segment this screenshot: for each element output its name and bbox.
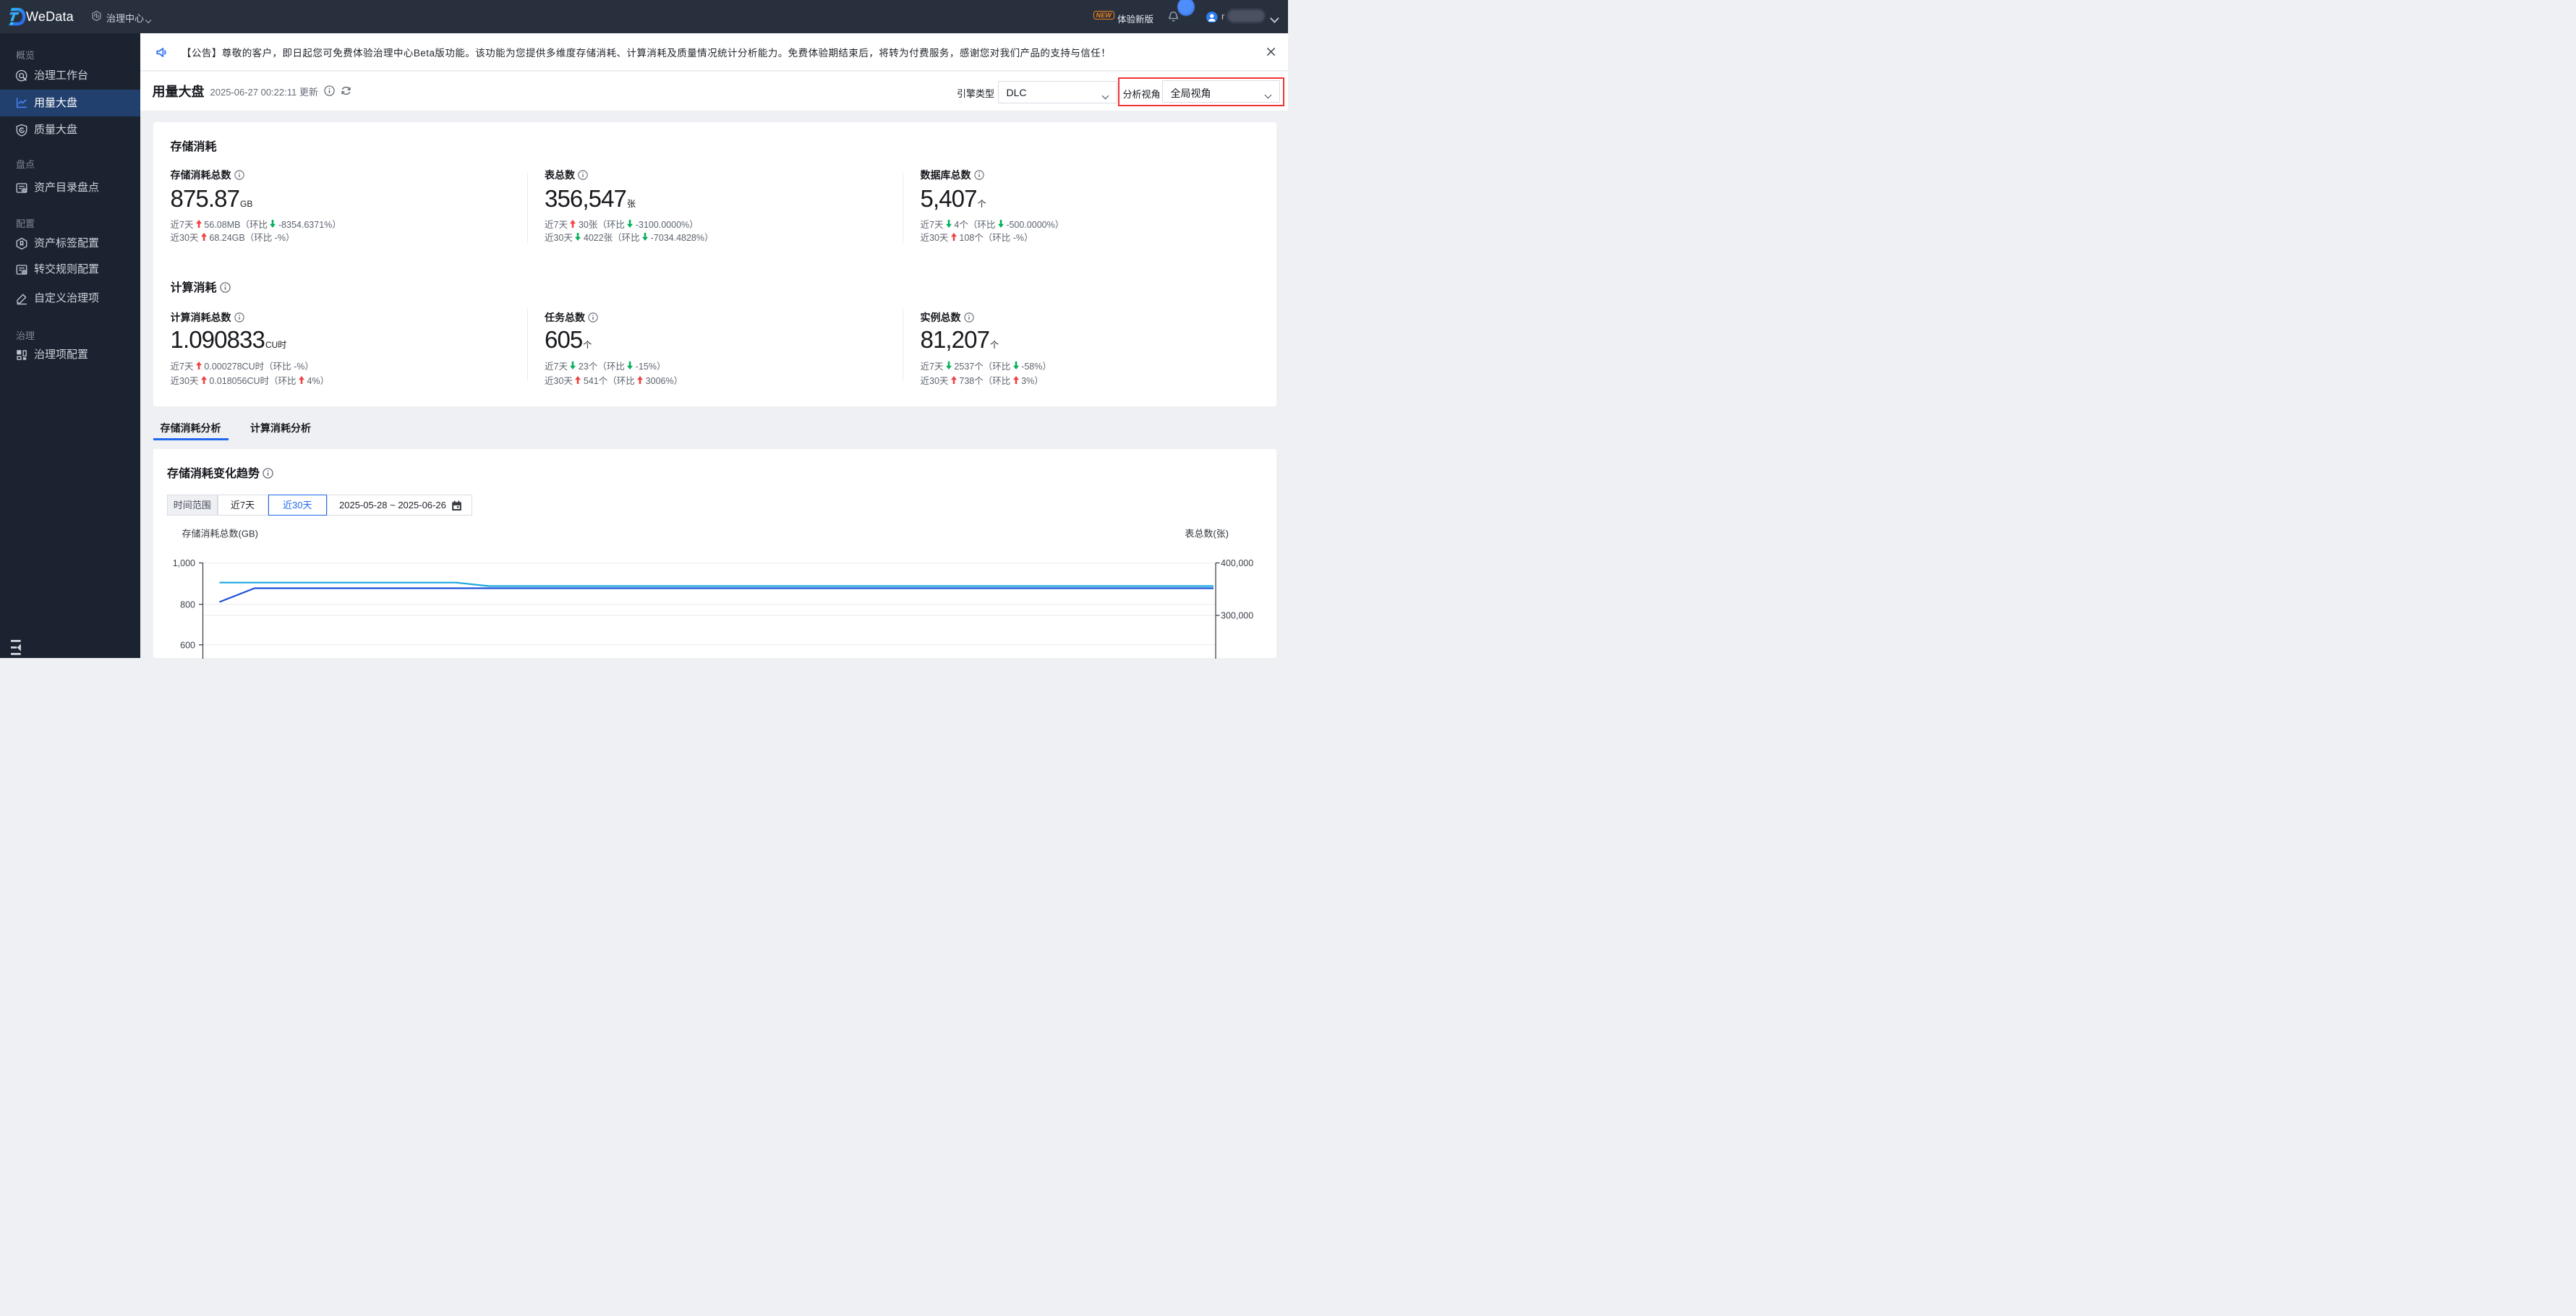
svg-text:800: 800 bbox=[180, 599, 195, 610]
svg-text:400,000: 400,000 bbox=[1221, 558, 1253, 568]
svg-text:表总数(张): 表总数(张) bbox=[1185, 528, 1229, 539]
svg-text:600: 600 bbox=[180, 640, 195, 650]
svg-text:存储消耗总数(GB): 存储消耗总数(GB) bbox=[182, 528, 257, 539]
svg-text:1,000: 1,000 bbox=[172, 558, 195, 568]
svg-text:300,000: 300,000 bbox=[1221, 610, 1253, 620]
